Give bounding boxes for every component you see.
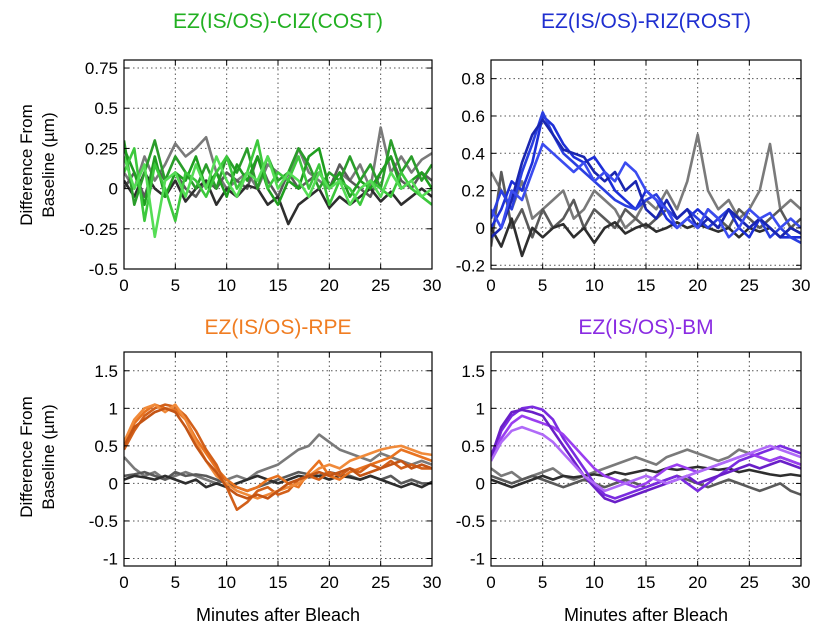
ylabel-top-line1: Difference From — [17, 104, 36, 226]
series-line-4 — [491, 405, 801, 500]
x-tick-label: 0 — [119, 276, 128, 295]
ylabel-bottom-line1: Difference From — [17, 396, 36, 518]
y-tick-label: 1 — [476, 399, 485, 418]
ylabel-top: Difference From Baseline (µm) — [17, 104, 58, 226]
plot-area — [491, 352, 801, 566]
y-tick-label: 1.5 — [461, 362, 485, 381]
series-group — [124, 126, 432, 239]
y-tick-label: 1.5 — [94, 362, 118, 381]
x-tick-label: 10 — [585, 573, 604, 592]
y-tick-label: -0.2 — [456, 256, 485, 275]
y-tick-label: -0.25 — [79, 220, 118, 239]
x-tick-label: 30 — [423, 573, 442, 592]
plot-area — [124, 352, 432, 566]
ylabel-bottom-line2: Baseline (µm) — [39, 404, 58, 509]
x-tick-label: 20 — [688, 573, 707, 592]
x-tick-label: 15 — [637, 276, 656, 295]
chart-title: EZ(IS/OS)-BM — [578, 316, 713, 339]
x-tick-label: 0 — [486, 276, 495, 295]
chart-panel-2: EZ(IS/OS)-RIZ(ROST)0 5 10 15 20 25 30-0.200.20… — [456, 10, 811, 295]
ylabel-top-line2: Baseline (µm) — [39, 112, 58, 217]
series-line-7 — [124, 155, 432, 239]
series-line-6 — [124, 139, 432, 223]
x-tick-label: 25 — [740, 573, 759, 592]
x-tick-label: 30 — [792, 573, 811, 592]
x-tick-label: 25 — [740, 276, 759, 295]
chart-title: EZ(IS/OS)-RIZ(ROST) — [541, 10, 751, 33]
chart-panel-1: EZ(IS/OS)-CIZ(COST) 0 5 10 15 20 25 30 -0.5 -0.25… — [79, 10, 441, 295]
y-tick-label: -1 — [470, 549, 485, 568]
ylabel-bottom: Difference From Baseline (µm) — [17, 396, 58, 518]
x-tick-label: 25 — [371, 573, 390, 592]
x-tick-label: 25 — [371, 276, 390, 295]
series-line-2 — [491, 170, 801, 247]
series-line-7 — [124, 406, 432, 500]
y-tick-label: 0.2 — [461, 182, 485, 201]
series-line-1 — [124, 433, 432, 485]
y-tick-label: 0 — [476, 474, 485, 493]
y-tick-label: 0.25 — [85, 139, 118, 158]
x-tick-label: 20 — [688, 276, 707, 295]
series-group — [124, 403, 432, 512]
y-tick-label: 0.6 — [461, 107, 485, 126]
series-line-4 — [124, 403, 432, 493]
x-tick-label: 15 — [269, 276, 288, 295]
y-tick-label: 0 — [109, 474, 118, 493]
x-tick-label: 15 — [637, 573, 656, 592]
x-tick-label: 10 — [585, 276, 604, 295]
x-tick-label: 5 — [538, 573, 547, 592]
x-tick-label: 20 — [320, 573, 339, 592]
y-tick-label: 0.75 — [85, 59, 118, 78]
x-tick-label: 10 — [217, 276, 236, 295]
y-tick-label: 0 — [109, 180, 118, 199]
y-tick-label: -0.5 — [456, 512, 485, 531]
x-tick-label: 5 — [538, 276, 547, 295]
series-line-3 — [124, 474, 432, 489]
x-axis-label: Minutes after Bleach — [196, 605, 360, 625]
y-tick-label: 0.5 — [461, 437, 485, 456]
series-group — [491, 405, 801, 504]
chart-panel-4: EZ(IS/OS)-BM 0 5 10 15 20 25 30 -1 -0.5 0 0.5 1 1.5 Mi… — [456, 316, 811, 625]
x-tick-label: 20 — [320, 276, 339, 295]
x-tick-label: 15 — [269, 573, 288, 592]
series-line-7 — [491, 425, 801, 493]
y-tick-label: 0.5 — [94, 437, 118, 456]
y-tick-label: -0.5 — [89, 260, 118, 279]
x-tick-label: 5 — [171, 573, 180, 592]
series-line-7 — [491, 142, 801, 239]
x-tick-label: 30 — [792, 276, 811, 295]
x-tick-label: 0 — [119, 573, 128, 592]
series-line-3 — [124, 171, 432, 226]
x-axis-label: Minutes after Bleach — [564, 605, 728, 625]
y-tick-label: 0.8 — [461, 70, 485, 89]
chart-title: EZ(IS/OS)-RPE — [204, 316, 351, 339]
y-tick-label: 0 — [476, 219, 485, 238]
series-line-6 — [491, 408, 801, 504]
x-tick-label: 5 — [171, 276, 180, 295]
x-tick-label: 0 — [486, 573, 495, 592]
x-tick-label: 30 — [423, 276, 442, 295]
series-line-6 — [491, 118, 801, 239]
y-tick-label: 0.4 — [461, 144, 485, 163]
chart-panel-3: EZ(IS/OS)-RPE 0 5 10 15 20 25 30 -1 -0.5 0 0.5 1 1.5 M… — [89, 316, 442, 625]
y-tick-label: 1 — [109, 399, 118, 418]
y-tick-label: 0.5 — [94, 99, 118, 118]
y-tick-label: -1 — [103, 549, 118, 568]
x-tick-label: 10 — [217, 573, 236, 592]
series-line-3 — [491, 465, 801, 489]
series-group — [491, 111, 801, 258]
y-tick-label: -0.5 — [89, 512, 118, 531]
chart-title: EZ(IS/OS)-CIZ(COST) — [173, 10, 383, 33]
